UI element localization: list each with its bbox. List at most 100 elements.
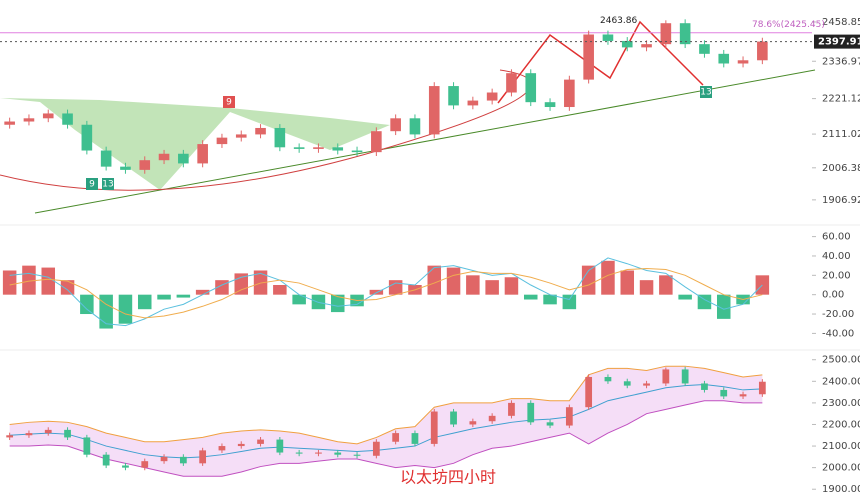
macd-bar	[504, 277, 519, 295]
macd-bar	[41, 267, 56, 295]
countdown-box	[86, 178, 98, 190]
candle-body	[42, 113, 54, 119]
dif-line	[9, 257, 763, 327]
macd-bar	[678, 294, 692, 300]
candle-body	[602, 34, 614, 41]
countdown-box	[700, 86, 712, 98]
band-fill	[9, 366, 763, 477]
candle-body	[737, 60, 749, 64]
candle-body	[621, 40, 633, 48]
macd-bar	[446, 267, 461, 295]
candle-body	[371, 131, 382, 153]
candle-body	[6, 435, 14, 438]
dea-line	[9, 268, 763, 319]
y-tick-label: -20.00	[822, 309, 854, 320]
macd-bar	[195, 289, 210, 295]
candle-body	[486, 92, 498, 101]
candle-body	[23, 118, 35, 122]
y-tick-label: 2458.85	[822, 17, 860, 28]
y-tick-label: 40.00	[822, 251, 851, 262]
macd-bar	[466, 275, 480, 295]
candle-body	[585, 376, 593, 408]
candle-body	[469, 421, 477, 425]
countdown-box	[102, 178, 114, 190]
candle-body	[643, 383, 650, 386]
candle-body	[274, 127, 286, 148]
y-tick-label: 2111.02	[822, 129, 860, 140]
candle-body	[83, 437, 91, 455]
candle-body	[178, 153, 189, 164]
candle-body	[179, 456, 187, 464]
candle-body	[235, 134, 247, 138]
y-tick-label: 2500.00	[822, 355, 860, 366]
candle-body	[141, 461, 149, 468]
y-tick-label: 2300.00	[822, 398, 860, 409]
candle-body	[720, 389, 728, 397]
candle-body	[315, 452, 322, 454]
candle-body	[332, 147, 344, 151]
candle-body	[488, 415, 496, 422]
candle-body	[758, 381, 766, 395]
y-tick-label: 2336.97	[822, 56, 860, 67]
candle-body	[641, 44, 652, 48]
countdown-label: 9	[89, 180, 95, 190]
candle-body	[430, 411, 438, 444]
macd-bar	[620, 270, 635, 295]
macd-bar	[601, 260, 615, 295]
y-tick-label: 2221.12	[822, 94, 860, 105]
macd-bar	[639, 280, 654, 295]
candle-body	[411, 433, 419, 444]
macd-bar	[543, 294, 557, 305]
candle-body	[257, 439, 264, 444]
y-tick-label: 2000.00	[822, 463, 860, 474]
fib-label: 78.6%(2425.45)	[752, 20, 825, 30]
candle-body	[293, 147, 305, 149]
macd-bar	[562, 294, 577, 310]
y-tick-label: 2006.38	[822, 163, 860, 174]
macd-bar	[60, 280, 75, 295]
candle-body	[506, 73, 517, 93]
candle-body	[623, 381, 631, 386]
lower-band	[9, 400, 763, 477]
macd-bar	[22, 265, 36, 295]
y-tick-label: 2200.00	[822, 419, 860, 430]
macd-bar	[388, 280, 403, 295]
y-tick-label: 0.00	[822, 290, 844, 301]
candle-body	[392, 433, 400, 442]
candle-body	[428, 86, 440, 135]
candle-body	[295, 452, 303, 454]
y-tick-label: 1900.00	[822, 484, 860, 495]
candle-body	[255, 127, 266, 135]
macd-bar	[137, 294, 152, 310]
candle-body	[508, 402, 515, 416]
candle-body	[544, 102, 556, 108]
y-tick-label: -40.00	[822, 328, 854, 339]
macd-bar	[659, 275, 673, 295]
candle-body	[351, 150, 363, 153]
macd-bar	[118, 294, 133, 324]
countdown-label: 9	[226, 98, 232, 108]
candle-body	[527, 402, 535, 423]
candle-body	[139, 160, 151, 170]
macd-bar	[581, 265, 596, 295]
candle-body	[660, 23, 672, 45]
y-tick-label: 20.00	[822, 270, 851, 281]
candle-body	[390, 118, 401, 132]
middle-band	[9, 384, 763, 459]
y-tick-label: 2400.00	[822, 376, 860, 387]
candle-body	[564, 79, 575, 108]
candle-body	[525, 73, 537, 103]
last-price-label: 2397.91	[818, 37, 860, 48]
candle-body	[158, 153, 170, 161]
candle-body	[757, 41, 768, 61]
macd-bar	[697, 294, 712, 310]
candle-body	[699, 44, 710, 54]
y-tick-label: 2100.00	[822, 441, 860, 452]
candle-body	[276, 439, 284, 453]
candle-body	[372, 441, 380, 456]
watermark: 以太坊四小时	[400, 468, 496, 487]
candle-body	[122, 465, 129, 468]
macd-bar	[292, 294, 306, 305]
countdown-box	[223, 96, 235, 108]
